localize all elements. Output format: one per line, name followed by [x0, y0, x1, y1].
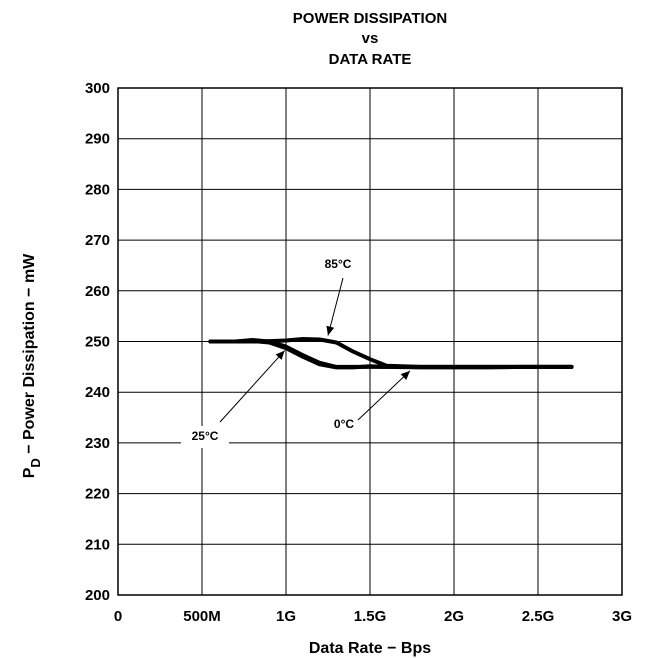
annotation-leader-0c	[357, 370, 411, 421]
annotation-label-25c: 25°C	[192, 429, 219, 443]
chart-title-line-3: DATA RATE	[329, 51, 412, 68]
annotation-label-85c: 85°C	[325, 257, 352, 271]
y-tick-label: 260	[85, 283, 110, 300]
x-tick-label: 2.5G	[522, 608, 555, 625]
y-tick-label: 200	[85, 587, 110, 604]
annotation-label-0c: 0°C	[334, 417, 354, 431]
x-tick-label: 1G	[276, 608, 296, 625]
y-tick-label: 280	[85, 181, 110, 198]
y-tick-label: 270	[85, 232, 110, 249]
chart-title-line-2: vs	[362, 30, 379, 47]
y-tick-label: 220	[85, 486, 110, 503]
y-tick-label: 290	[85, 131, 110, 148]
chart-title: POWER DISSIPATION vs DATA RATE	[293, 10, 447, 68]
x-tick-labels: 0 500M 1G 1.5G 2G 2.5G 3G	[114, 608, 632, 625]
y-tick-label: 300	[85, 80, 110, 97]
y-axis-label-main: P	[21, 467, 38, 478]
y-tick-label: 210	[85, 536, 110, 553]
annotation-arrowhead-85c	[326, 325, 335, 336]
annotation-leader-25c	[219, 350, 286, 423]
annotation-leader-85c	[327, 277, 344, 336]
series-line-0c	[208, 339, 574, 370]
y-tick-label: 230	[85, 435, 110, 452]
y-axis-label-rest: − Power Dissipation − mW	[21, 253, 38, 458]
x-tick-label: 3G	[612, 608, 632, 625]
x-tick-label: 1.5G	[354, 608, 387, 625]
y-tick-label: 250	[85, 334, 110, 351]
annotation-arrowhead-0c	[400, 370, 410, 380]
y-axis-label-subscript: D	[28, 458, 43, 467]
plot-frame	[117, 87, 623, 596]
x-tick-label: 0	[114, 608, 122, 625]
y-axis-label: PD − Power Dissipation − mW	[21, 253, 43, 478]
x-axis-label: Data Rate − Bps	[309, 640, 431, 657]
chart-title-line-1: POWER DISSIPATION	[293, 10, 447, 27]
x-tick-label: 2G	[444, 608, 464, 625]
x-tick-label: 500M	[183, 608, 221, 625]
annotations: 85°C 25°C 0°C	[181, 254, 411, 448]
annotation-background-25c	[181, 426, 229, 448]
series-lines	[208, 337, 574, 370]
grid	[117, 87, 623, 596]
annotation-arrowhead-25c	[275, 350, 285, 360]
annotation-background-0c	[320, 414, 368, 436]
y-tick-label: 240	[85, 384, 110, 401]
annotation-background-85c	[314, 254, 362, 276]
y-tick-labels: 200 210 220 230 240 250 260 270 280 290 300	[85, 80, 110, 604]
